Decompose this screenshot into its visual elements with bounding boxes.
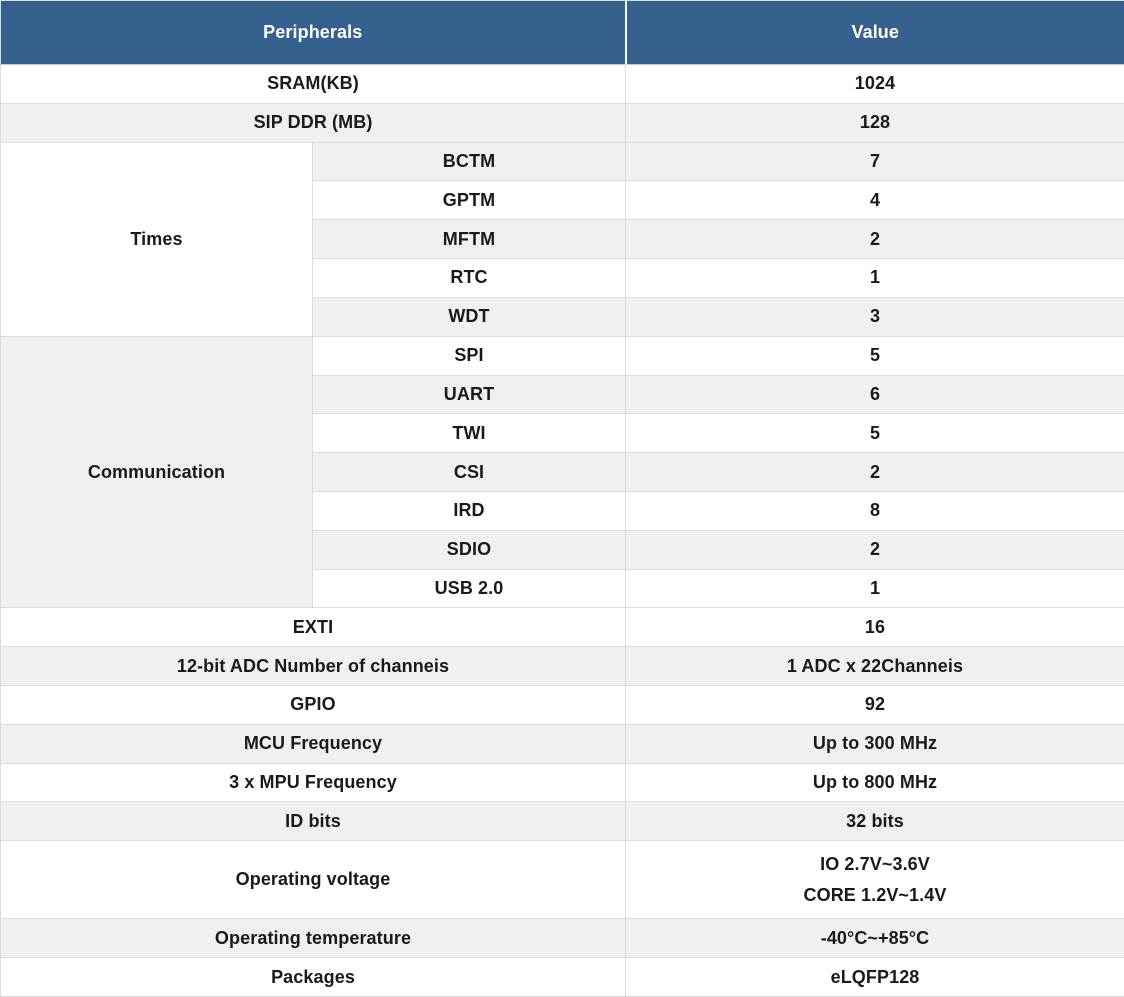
table-row: Communication SPI 5 — [0, 335, 1124, 609]
group-cell-times: Times — [0, 141, 313, 337]
row-value-cell: 1024 — [625, 64, 1124, 104]
table-row: Times BCTM 7 — [0, 141, 1124, 337]
row-value-cell: 92 — [625, 685, 1124, 725]
table-row: TWI 5 — [1, 413, 1124, 454]
row-label-cell: SIP DDR (MB) — [0, 102, 626, 143]
row-value-cell: 8 — [625, 490, 1124, 531]
row-value-cell: 16 — [625, 607, 1124, 648]
table-row: EXTI 16 — [0, 607, 1124, 648]
table-row: SDIO 2 — [1, 529, 1124, 570]
row-label-cell: Packages — [0, 957, 626, 997]
sub-label-cell: BCTM — [312, 141, 626, 182]
table-header: Peripherals Value — [0, 0, 1124, 65]
row-value-cell: -40°C~+85°C — [625, 918, 1124, 959]
row-label-cell: EXTI — [0, 607, 626, 648]
row-label-cell: 3 x MPU Frequency — [0, 762, 626, 803]
sub-label-cell: IRD — [312, 490, 626, 531]
sub-label-cell: CSI — [312, 452, 626, 492]
table-row: Operating temperature -40°C~+85°C — [0, 918, 1124, 959]
row-label-cell: GPIO — [0, 685, 626, 725]
sub-label-cell: SDIO — [312, 529, 626, 570]
table-row: MFTM 2 — [1, 219, 1124, 260]
table-row: 12-bit ADC Number of channeis 1 ADC x 22C… — [0, 646, 1124, 686]
sub-label-cell: USB 2.0 — [312, 568, 626, 609]
row-label-cell: MCU Frequency — [0, 723, 626, 764]
row-value-cell: 32 bits — [625, 801, 1124, 842]
table-body: SRAM(KB) 1024 SIP DDR (MB) 128 Times BCTM 7 GPT… — [0, 64, 1124, 997]
row-value-cell: Up to 800 MHz — [625, 762, 1124, 803]
value-header-cell: Value — [624, 0, 1124, 65]
row-value-cell: eLQFP128 — [625, 957, 1124, 997]
row-label-cell: Operating temperature — [0, 918, 626, 959]
table-row: SIP DDR (MB) 128 — [0, 102, 1124, 143]
table-row: Operating voltage IO 2.7V~3.6V CORE 1.2V~1… — [0, 840, 1124, 920]
row-value-cell: 2 — [625, 529, 1124, 570]
row-value-cell: 1 — [625, 568, 1124, 609]
row-label-cell: ID bits — [0, 801, 626, 842]
row-value-cell: 7 — [625, 141, 1124, 182]
row-value-cell: Up to 300 MHz — [625, 723, 1124, 764]
row-value-cell: 5 — [625, 413, 1124, 454]
table-row: UART 6 — [1, 374, 1124, 415]
table-row: IRD 8 — [1, 490, 1124, 531]
table-row: 3 x MPU Frequency Up to 800 MHz — [0, 762, 1124, 803]
table-row: USB 2.0 1 — [1, 568, 1124, 609]
header-row: Peripherals Value — [0, 0, 1124, 65]
group-cell-communication: Communication — [0, 335, 313, 609]
table-row: GPTM 4 — [1, 180, 1124, 221]
table-row: ID bits 32 bits — [0, 801, 1124, 842]
peripherals-header-cell: Peripherals — [0, 0, 626, 65]
sub-label-cell: SPI — [312, 335, 626, 376]
row-value-cell: 6 — [625, 374, 1124, 415]
row-value-cell: 2 — [625, 452, 1124, 492]
table-row: RTC 1 — [1, 258, 1124, 298]
table-row: CSI 2 — [1, 452, 1124, 492]
sub-label-cell: TWI — [312, 413, 626, 454]
sub-label-cell: MFTM — [312, 219, 626, 260]
value-line: IO 2.7V~3.6V — [820, 853, 930, 874]
row-label-cell: Operating voltage — [0, 840, 626, 920]
sub-label-cell: GPTM — [312, 180, 626, 221]
sub-label-cell: WDT — [312, 296, 626, 337]
table-row: WDT 3 — [1, 296, 1124, 337]
table-row: Packages eLQFP128 — [0, 957, 1124, 997]
row-value-cell: 3 — [625, 296, 1124, 337]
row-label-cell: SRAM(KB) — [0, 64, 626, 104]
sub-label-cell: UART — [312, 374, 626, 415]
row-value-cell: IO 2.7V~3.6V CORE 1.2V~1.4V — [625, 840, 1124, 920]
row-value-cell: 128 — [625, 102, 1124, 143]
table-row: MCU Frequency Up to 300 MHz — [0, 723, 1124, 764]
row-label-cell: 12-bit ADC Number of channeis — [0, 646, 626, 686]
sub-label-cell: RTC — [312, 258, 626, 298]
row-value-cell: 4 — [625, 180, 1124, 221]
table-row: GPIO 92 — [0, 685, 1124, 725]
row-value-cell: 1 ADC x 22Channeis — [625, 646, 1124, 686]
row-value-cell: 2 — [625, 219, 1124, 260]
row-value-cell: 5 — [625, 335, 1124, 376]
value-line: CORE 1.2V~1.4V — [803, 884, 947, 905]
table-row: SRAM(KB) 1024 — [0, 64, 1124, 104]
row-value-cell: 1 — [625, 258, 1124, 298]
